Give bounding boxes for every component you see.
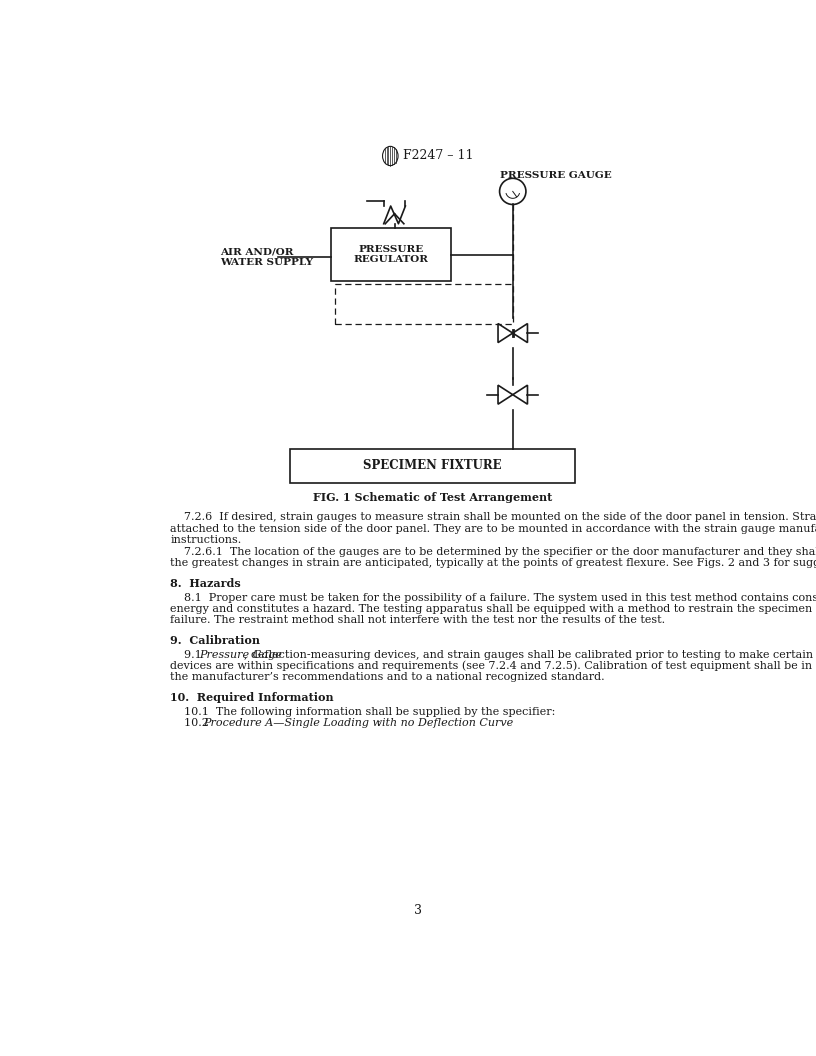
Text: 9.  Calibration: 9. Calibration [171, 636, 260, 646]
Text: :: : [377, 718, 380, 728]
Text: 10.1  The following information shall be supplied by the specifier:: 10.1 The following information shall be … [171, 706, 556, 717]
Text: Procedure A—Single Loading with no Deflection Curve: Procedure A—Single Loading with no Defle… [202, 718, 513, 728]
Text: 3: 3 [415, 904, 422, 917]
Text: 7.2.6.1  The location of the gauges are to be determined by the specifier or the: 7.2.6.1 The location of the gauges are t… [171, 547, 816, 557]
Text: 8.1  Proper care must be taken for the possibility of a failure. The system used: 8.1 Proper care must be taken for the po… [171, 592, 816, 603]
Text: 7.2.6  If desired, strain gauges to measure strain shall be mounted on the side : 7.2.6 If desired, strain gauges to measu… [171, 512, 816, 523]
Text: the greatest changes in strain are anticipated, typically at the points of great: the greatest changes in strain are antic… [171, 558, 816, 568]
Text: the manufacturer’s recommendations and to a national recognized standard.: the manufacturer’s recommendations and t… [171, 672, 605, 682]
FancyBboxPatch shape [330, 228, 450, 282]
Text: energy and constitutes a hazard. The testing apparatus shall be equipped with a : energy and constitutes a hazard. The tes… [171, 604, 816, 614]
Text: F2247 – 11: F2247 – 11 [403, 150, 473, 163]
Text: PRESSURE GAUGE: PRESSURE GAUGE [499, 171, 611, 181]
Text: instructions.: instructions. [171, 534, 242, 545]
FancyBboxPatch shape [290, 449, 574, 484]
Text: 9.1: 9.1 [171, 649, 209, 660]
Text: SPECIMEN FIXTURE: SPECIMEN FIXTURE [363, 459, 502, 472]
Text: FIG. 1 Schematic of Test Arrangement: FIG. 1 Schematic of Test Arrangement [313, 492, 552, 504]
Text: 10.  Required Information: 10. Required Information [171, 693, 334, 703]
Text: attached to the tension side of the door panel. They are to be mounted in accord: attached to the tension side of the door… [171, 524, 816, 533]
Text: AIR AND/OR
WATER SUPPLY: AIR AND/OR WATER SUPPLY [220, 247, 313, 266]
Text: 10.2: 10.2 [171, 718, 216, 728]
Text: failure. The restraint method shall not interfere with the test nor the results : failure. The restraint method shall not … [171, 615, 665, 625]
Text: 8.  Hazards: 8. Hazards [171, 579, 241, 589]
Text: PRESSURE
REGULATOR: PRESSURE REGULATOR [353, 245, 428, 264]
Text: , deflection-measuring devices, and strain gauges shall be calibrated prior to t: , deflection-measuring devices, and stra… [244, 649, 816, 660]
Text: Pressure Gage: Pressure Gage [199, 649, 282, 660]
Text: devices are within specifications and requirements (see 7.2.4 and 7.2.5). Calibr: devices are within specifications and re… [171, 661, 816, 672]
